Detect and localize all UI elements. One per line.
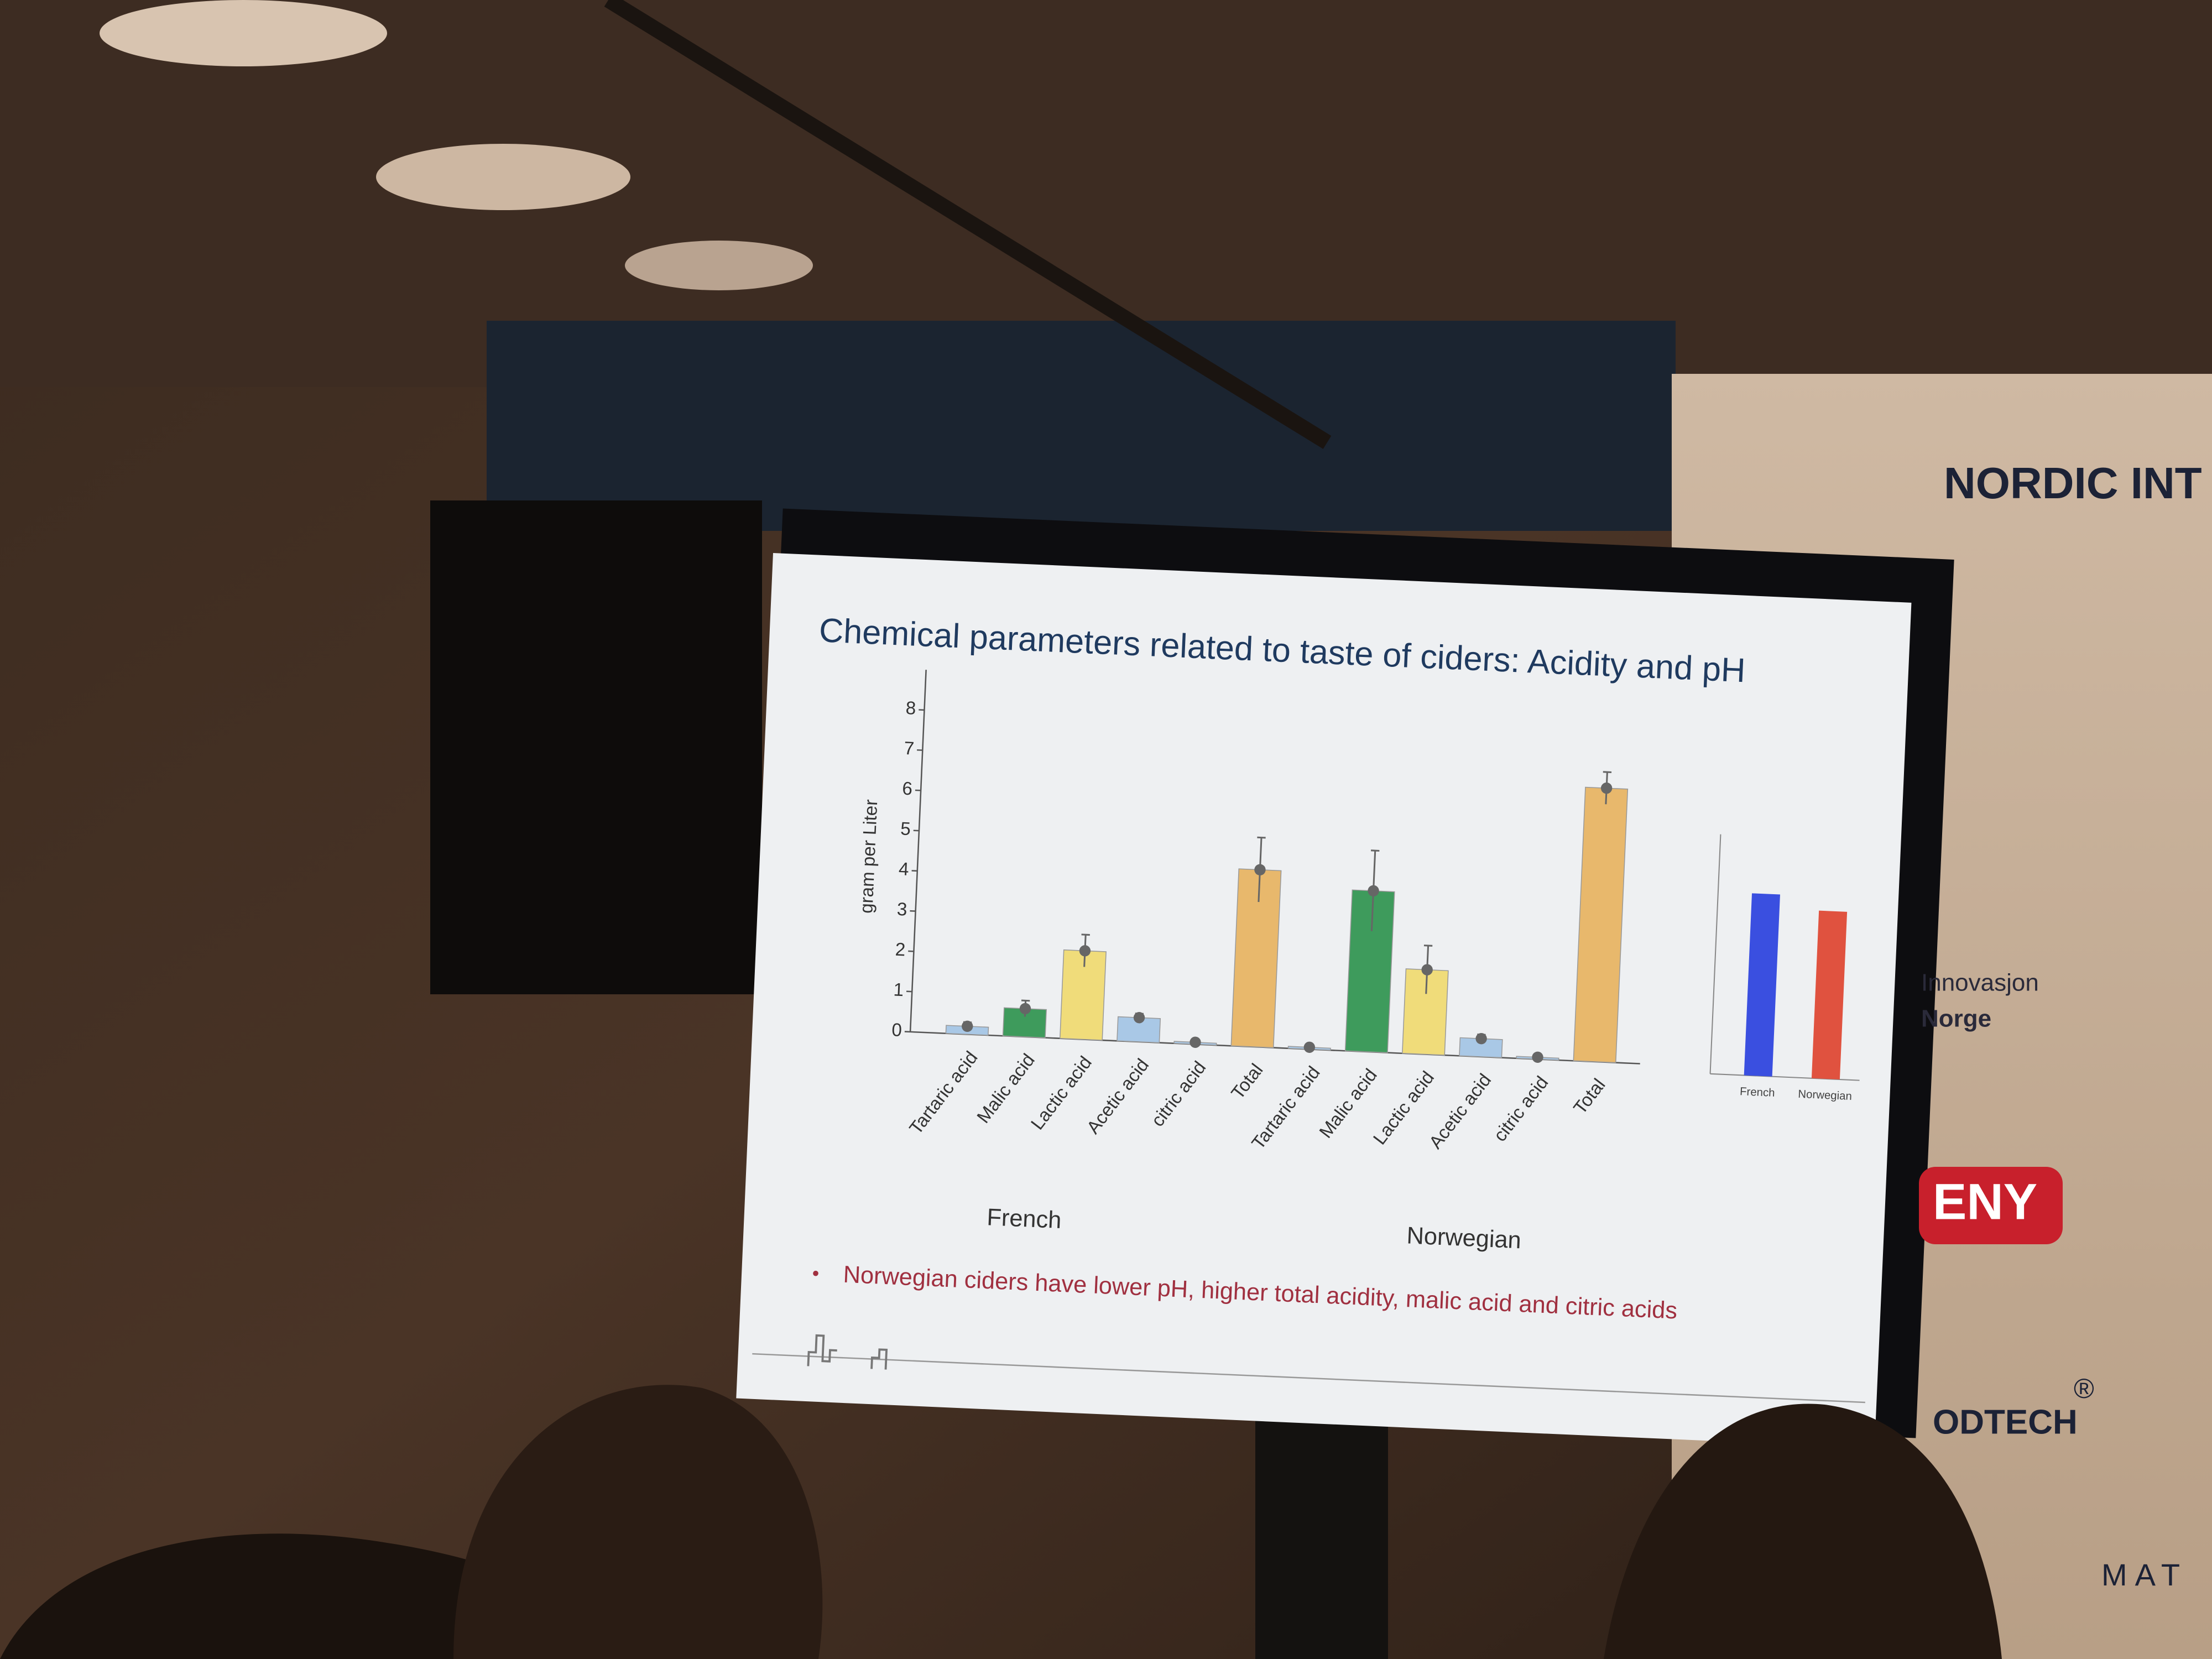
bar [1230,868,1282,1048]
inset-y-axis [1709,834,1721,1074]
mean-marker [1532,1051,1543,1063]
mean-marker [1303,1041,1316,1053]
inset-x-tick-label: Norwegian [1798,1088,1852,1103]
ceiling-lamp [100,0,387,66]
window [487,321,1676,531]
mean-marker [1254,864,1266,876]
slide: Chemical parameters related to taste of … [736,553,1912,1448]
y-tick-label: 0 [891,1020,902,1041]
mean-marker [1368,885,1379,897]
y-tick-label: 1 [893,979,904,1000]
ceiling-lamp [376,144,630,210]
y-tick-label: 7 [904,738,915,759]
bar [1402,968,1449,1056]
mean-marker [1079,945,1091,957]
error-cap [1021,999,1030,1002]
group-label: Norwegian [1406,1222,1522,1254]
slide-background [736,553,1912,1448]
audience-head [453,1385,823,1659]
banner-norge: Norge [1921,1005,1991,1032]
footer-line [752,1353,1865,1404]
ceiling-rail [604,0,1332,449]
mean-marker [1600,782,1613,794]
y-tick-label: 3 [896,899,907,920]
red-logo-shape [1919,1167,2063,1244]
speaker [430,500,762,994]
y-axis [909,670,927,1032]
mean-marker [1475,1032,1487,1045]
foodtech-logo: ODTECH [1933,1403,2078,1441]
error-cap [1257,836,1266,839]
mean-marker [1421,964,1433,975]
audience-head [1604,1404,2002,1659]
mean-marker [1133,1012,1145,1024]
mean-marker [962,1020,973,1032]
bar [1059,949,1107,1041]
bullet-symbol: • [812,1262,820,1285]
y-tick-label: 6 [902,779,913,800]
mean-marker [1190,1036,1201,1048]
registered-mark: ® [2074,1373,2094,1404]
y-tick-label: 4 [898,859,909,880]
mean-marker [1019,1003,1031,1015]
inset-x-tick-label: French [1740,1086,1775,1099]
error-cap [1603,771,1612,774]
inset-bar [1744,893,1780,1077]
banner-innovasjon: Innovasjon [1921,969,2039,997]
mat-logo: MAT [2101,1557,2188,1592]
red-logo-text: ENY [1933,1173,2037,1230]
inset-bar [1811,910,1848,1080]
group-label: French [987,1204,1062,1234]
bar [1344,889,1395,1053]
screen-stand [1255,1394,1388,1659]
y-axis-label: gram per Liter [856,799,881,914]
ceiling-lamp [625,241,813,290]
y-tick-label: 8 [905,698,916,719]
footer-logo [807,1334,888,1370]
y-tick-label: 5 [900,818,911,839]
banner-heading: NORDIC INT [1944,458,2202,508]
y-tick-label: 2 [895,940,906,961]
